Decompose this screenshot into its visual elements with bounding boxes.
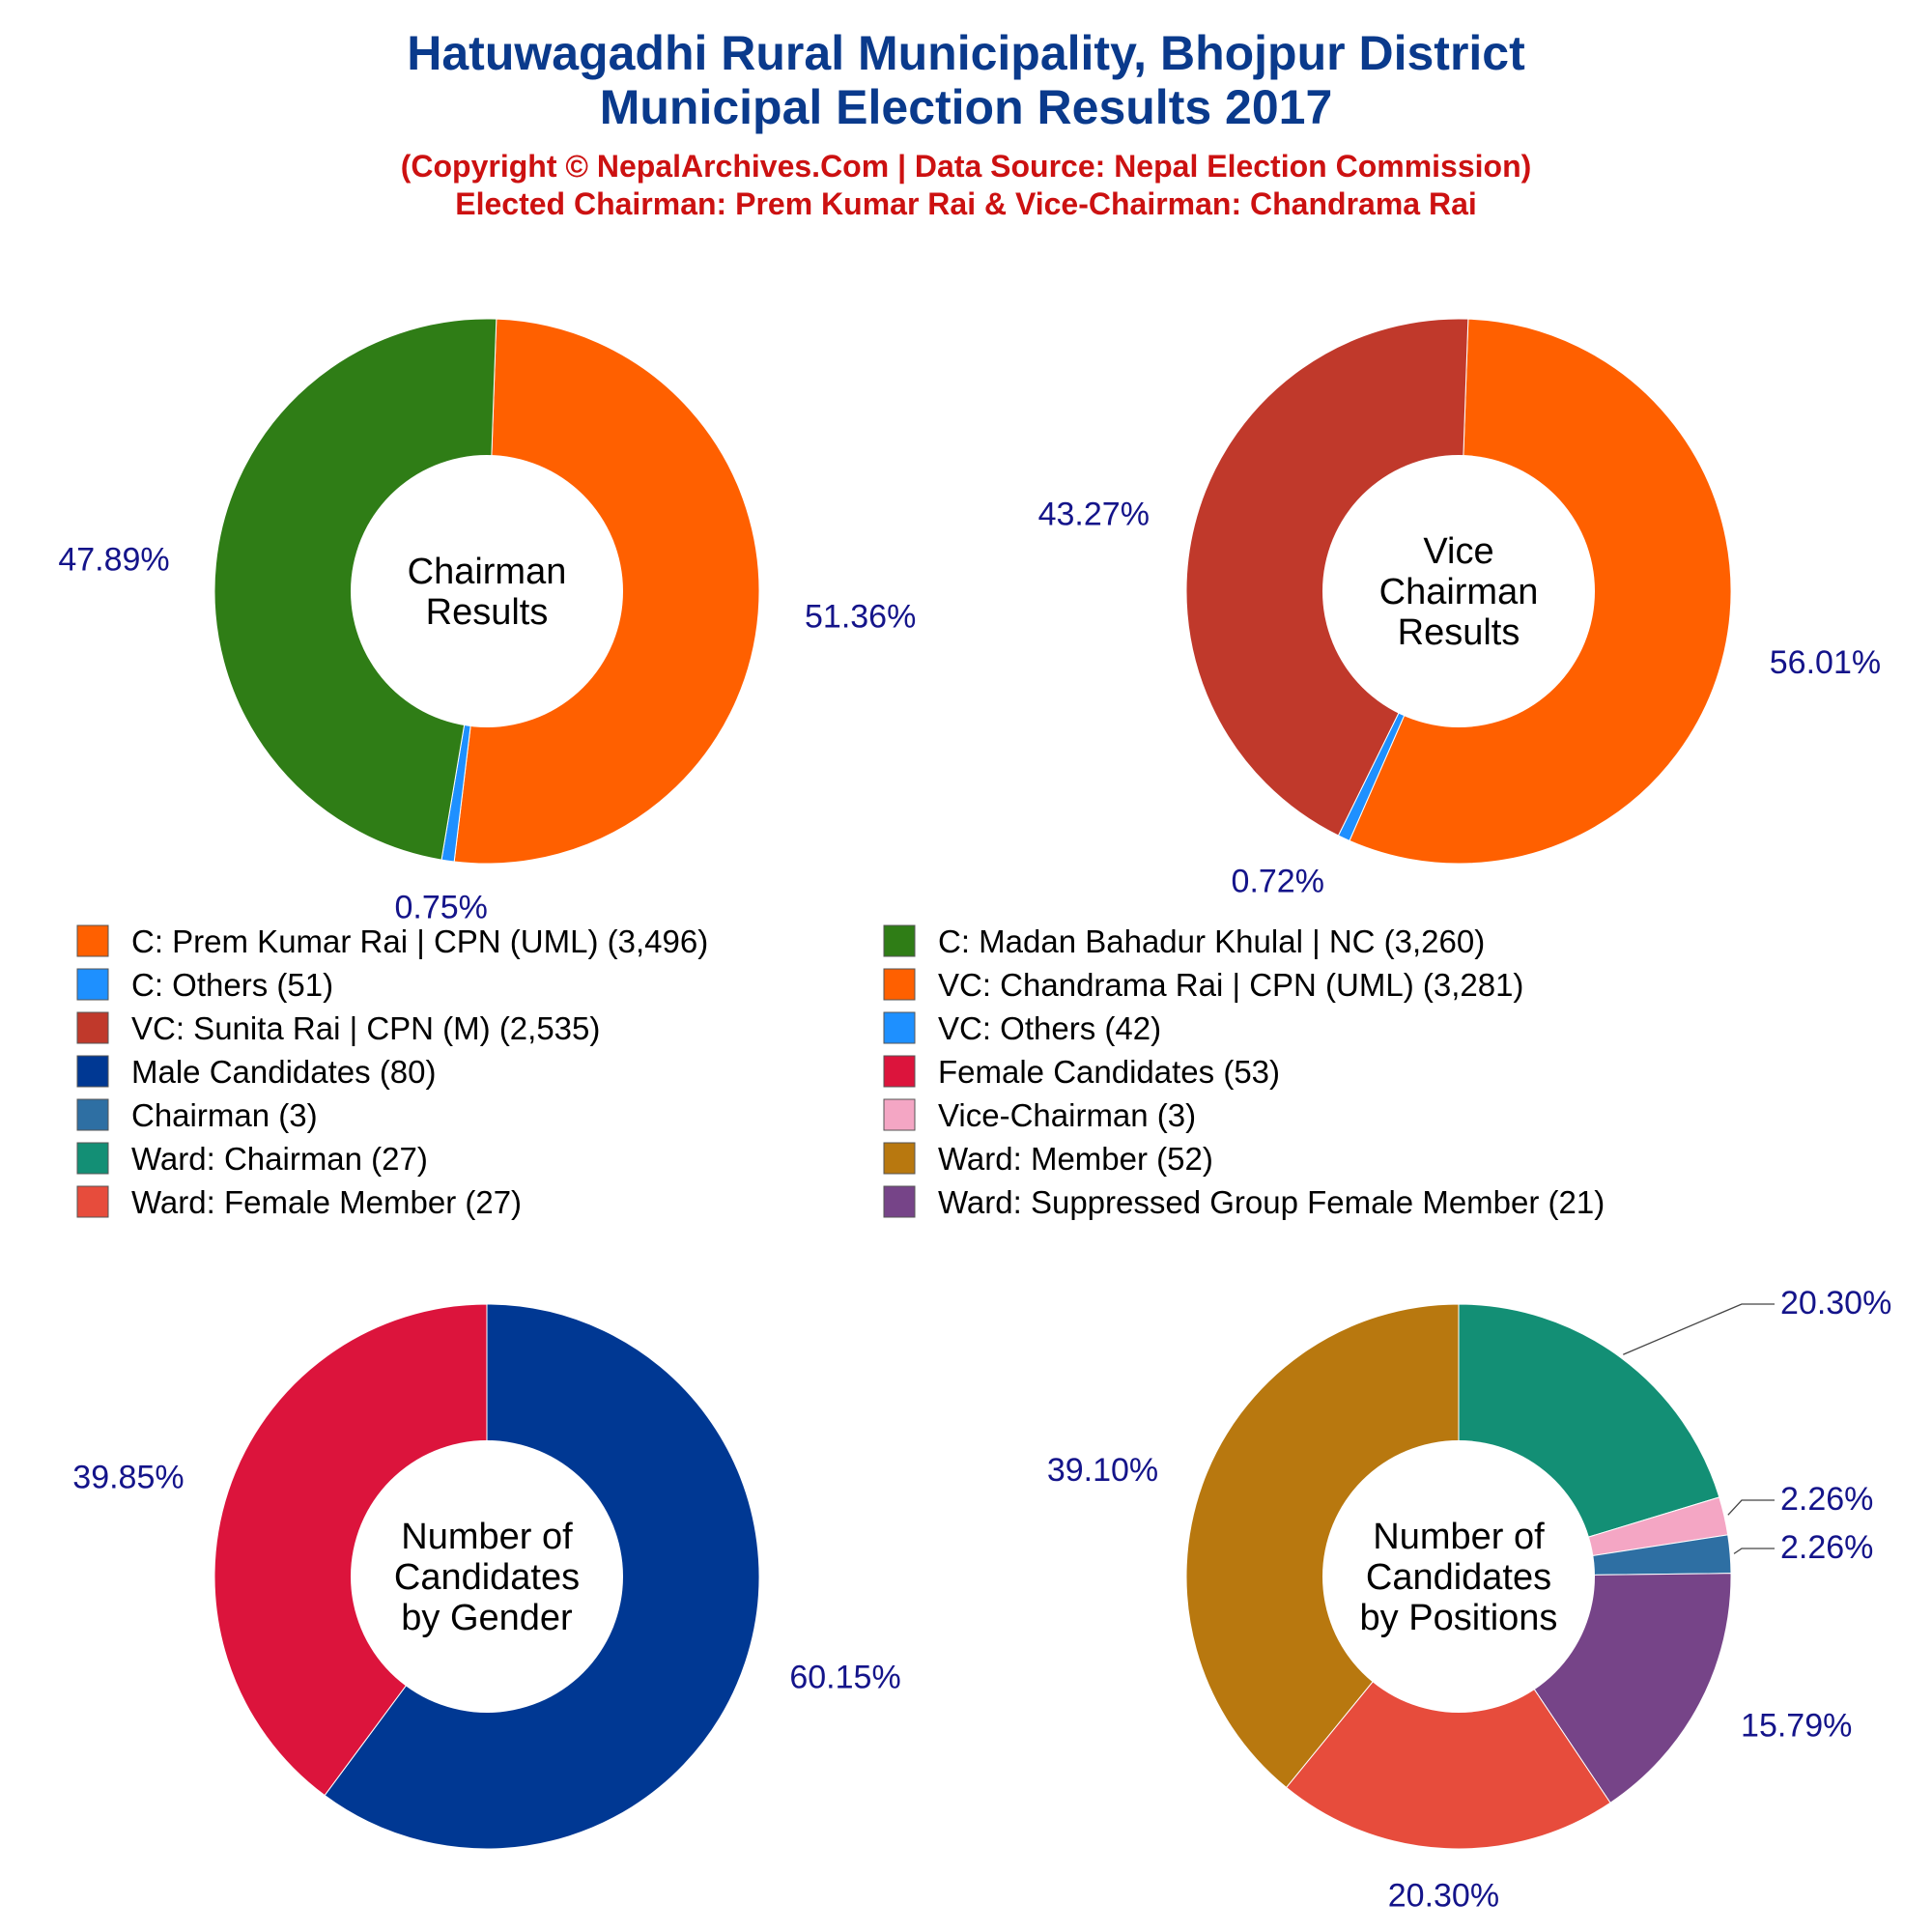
donut-charts: 51.36%0.75%47.89% ChairmanResults56.01%0.… <box>58 318 1891 1915</box>
percent-label: 15.79% <box>1741 1708 1852 1745</box>
legend-swatch <box>883 1098 916 1131</box>
legend-label: C: Others (51) <box>131 967 333 1003</box>
legend-swatch <box>76 1185 109 1218</box>
legend-swatch <box>883 1055 916 1088</box>
legend-label: VC: Chandrama Rai | CPN (UML) (3,281) <box>938 967 1523 1003</box>
percent-label: 20.30% <box>1388 1878 1499 1915</box>
legend-swatch <box>76 1011 109 1044</box>
legend-label: VC: Sunita Rai | CPN (M) (2,535) <box>131 1010 600 1046</box>
legend-label: Ward: Suppressed Group Female Member (21… <box>938 1184 1605 1220</box>
legend-item: VC: Sunita Rai | CPN (M) (2,535) <box>76 1010 600 1046</box>
percent-label: 43.27% <box>1038 497 1150 533</box>
donut-hole <box>1322 1440 1595 1713</box>
legend-item: C: Madan Bahadur Khulal | NC (3,260) <box>883 923 1485 959</box>
legend-item: Ward: Suppressed Group Female Member (21… <box>883 1184 1605 1220</box>
center-label: by Positions <box>1360 1598 1558 1638</box>
legend-swatch <box>883 1185 916 1218</box>
chart-subtitle-line2: Elected Chairman: Prem Kumar Rai & Vice-… <box>455 186 1477 221</box>
legend-label: Ward: Female Member (27) <box>131 1184 522 1220</box>
pie-slice <box>1285 1576 1611 1850</box>
legend-label: Male Candidates (80) <box>131 1054 437 1090</box>
legend-swatch <box>76 1142 109 1175</box>
pie-slice <box>1185 1303 1460 1789</box>
chart-title-line1: Hatuwagadhi Rural Municipality, Bhojpur … <box>407 26 1525 80</box>
legend-item: Vice-Chairman (3) <box>883 1097 1196 1133</box>
legend-label: Vice-Chairman (3) <box>938 1097 1196 1133</box>
legend-item: VC: Chandrama Rai | CPN (UML) (3,281) <box>883 967 1523 1003</box>
center-label: Number of <box>1373 1517 1545 1557</box>
legend-label: Female Candidates (53) <box>938 1054 1280 1090</box>
percent-label: 56.01% <box>1770 644 1881 681</box>
legend-label: Chairman (3) <box>131 1097 318 1133</box>
legend-swatch <box>883 924 916 957</box>
legend-swatch <box>883 1011 916 1044</box>
percent-label: 0.75% <box>394 890 487 926</box>
percent-label: 60.15% <box>789 1659 900 1695</box>
center-label: Vice <box>1423 531 1493 572</box>
label-leader-line <box>1623 1303 1775 1355</box>
legend-label: VC: Others (42) <box>938 1010 1161 1046</box>
center-label: by Gender <box>401 1598 573 1638</box>
chart-title-line2: Municipal Election Results 2017 <box>600 80 1333 134</box>
legend-swatch <box>76 1098 109 1131</box>
legend-swatch <box>883 1142 916 1175</box>
legend-item: Female Candidates (53) <box>883 1054 1280 1090</box>
legend-swatch <box>883 968 916 1001</box>
chart-subtitle-line1: (Copyright © NepalArchives.Com | Data So… <box>401 149 1532 184</box>
donut-chart-4: 20.30% 2.26% 2.26% 15.79% 20.30% 39.10% Number… <box>1047 1285 1891 1915</box>
percent-label: 2.26% <box>1780 1529 1873 1566</box>
legend-item: C: Others (51) <box>76 967 333 1003</box>
legend-item: C: Prem Kumar Rai | CPN (UML) (3,496) <box>76 923 708 959</box>
legend-label: C: Madan Bahadur Khulal | NC (3,260) <box>938 923 1485 959</box>
percent-label: 39.10% <box>1047 1452 1158 1489</box>
center-label: Results <box>426 592 549 633</box>
legend-item: Chairman (3) <box>76 1097 318 1133</box>
label-leader-line <box>1727 1499 1775 1516</box>
center-label: Chairman <box>408 552 567 592</box>
legend-swatch <box>76 924 109 957</box>
percent-label: 20.30% <box>1780 1285 1891 1321</box>
legend-label: Ward: Chairman (27) <box>131 1141 428 1177</box>
percent-label: 47.89% <box>58 542 169 579</box>
center-label: Candidates <box>394 1557 580 1598</box>
center-label: Results <box>1398 612 1520 653</box>
donut-hole <box>1322 455 1595 727</box>
legend-swatch <box>76 968 109 1001</box>
pie-slice <box>213 1303 488 1797</box>
legend-item: Male Candidates (80) <box>76 1054 437 1090</box>
legend-item: Ward: Chairman (27) <box>76 1141 428 1177</box>
center-label: Candidates <box>1366 1557 1551 1598</box>
donut-hole <box>351 1440 623 1713</box>
legend-swatch <box>76 1055 109 1088</box>
legend-item: Ward: Female Member (27) <box>76 1184 522 1220</box>
donut-hole <box>351 455 623 727</box>
legend: C: Prem Kumar Rai | CPN (UML) (3,496) C: … <box>76 923 1605 1220</box>
percent-label: 2.26% <box>1780 1481 1873 1518</box>
percent-label: 0.72% <box>1232 863 1324 899</box>
center-label: Number of <box>401 1517 573 1557</box>
legend-label: C: Prem Kumar Rai | CPN (UML) (3,496) <box>131 923 708 959</box>
legend-item: Ward: Member (52) <box>883 1141 1213 1177</box>
legend-label: Ward: Member (52) <box>938 1141 1213 1177</box>
percent-label: 51.36% <box>805 599 916 636</box>
label-leader-line <box>1733 1548 1775 1554</box>
legend-item: VC: Others (42) <box>883 1010 1161 1046</box>
center-label: Chairman <box>1379 572 1539 612</box>
percent-label: 39.85% <box>72 1460 184 1496</box>
